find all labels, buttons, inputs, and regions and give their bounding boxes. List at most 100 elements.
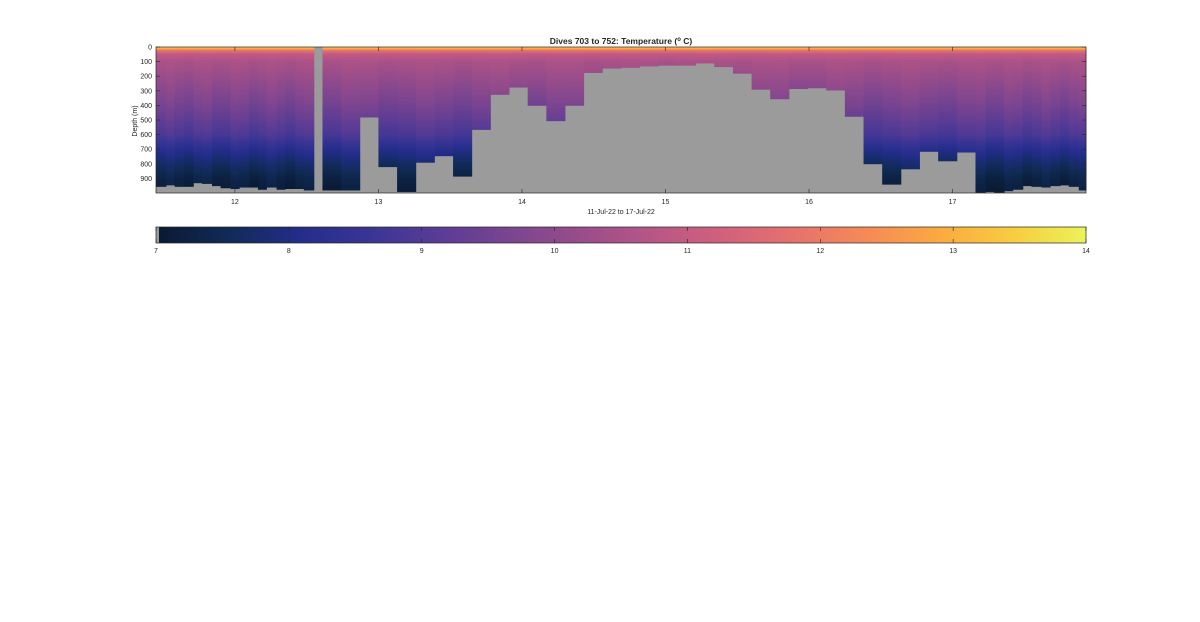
heatmap-cell (770, 55, 790, 58)
heatmap-cell (166, 65, 176, 68)
heatmap-cell (1060, 101, 1070, 103)
heatmap-cell (490, 49, 510, 52)
heatmap-cell (956, 127, 976, 130)
heatmap-cell (230, 87, 240, 90)
heatmap-cell (193, 103, 203, 106)
heatmap-cell (276, 57, 286, 60)
heatmap-cell (397, 152, 417, 154)
heatmap-cell (276, 87, 286, 90)
heatmap-cell (434, 82, 454, 84)
heatmap-cell (994, 190, 1005, 192)
heatmap-cell (527, 51, 547, 54)
heatmap-cell (322, 54, 342, 57)
heatmap-cell (1031, 169, 1042, 172)
heatmap-cell (285, 147, 296, 150)
heatmap-cell (1031, 86, 1042, 89)
heatmap-cell (882, 74, 902, 77)
heatmap-cell (658, 52, 678, 55)
heatmap-cell (1031, 76, 1042, 79)
heatmap-cell (938, 77, 958, 80)
heatmap-cell (985, 149, 995, 152)
heatmap-cell (975, 64, 986, 67)
heatmap-cell (882, 82, 902, 84)
heatmap-cell (994, 83, 1005, 86)
heatmap-cell (220, 128, 232, 131)
heatmap-cell (1041, 157, 1051, 160)
heatmap-cell (938, 61, 958, 64)
heatmap-cell (583, 64, 603, 67)
heatmap-cell (1031, 90, 1042, 93)
heatmap-cell (975, 82, 986, 84)
heatmap-cell (938, 82, 958, 84)
heatmap-cell (471, 109, 491, 112)
heatmap-cell (471, 118, 491, 121)
heatmap-cell (1078, 172, 1087, 175)
heatmap-cell (322, 130, 342, 133)
heatmap-cell (257, 109, 267, 112)
heatmap-cell (295, 175, 305, 178)
heatmap-cell (994, 176, 1005, 179)
heatmap-cell (378, 79, 398, 81)
heatmap-cell (397, 124, 417, 127)
heatmap-cell (211, 76, 221, 79)
heatmap-cell (230, 111, 240, 114)
heatmap-cell (900, 115, 920, 118)
heatmap-cell (1004, 60, 1014, 62)
heatmap-cell (341, 77, 361, 80)
heatmap-cell (1068, 51, 1080, 54)
heatmap-cell (220, 89, 232, 92)
heatmap-cell (184, 181, 194, 184)
heatmap-cell (322, 174, 342, 176)
heatmap-cell (1050, 157, 1061, 160)
heatmap-cell (1078, 144, 1087, 147)
heatmap-cell (397, 49, 417, 52)
heatmap-cell (156, 165, 167, 168)
heatmap-cell (985, 95, 995, 98)
heatmap-cell (257, 122, 267, 125)
heatmap-cell (1068, 54, 1080, 57)
heatmap-cell (1050, 120, 1061, 122)
heatmap-cell (341, 168, 361, 171)
heatmap-cell (900, 163, 920, 166)
heatmap-cell (303, 146, 315, 149)
heatmap-cell (975, 120, 986, 122)
heatmap-cell (193, 155, 203, 157)
heatmap-cell (220, 80, 232, 83)
heatmap-cell (201, 90, 213, 93)
heatmap-cell (975, 60, 986, 62)
heatmap-cell (1050, 130, 1061, 133)
heatmap-cell (1012, 159, 1024, 162)
heatmap-cell (956, 114, 976, 117)
heatmap-cell (174, 136, 186, 138)
heatmap-cell (193, 76, 203, 79)
heatmap-cell (527, 86, 547, 89)
heatmap-cell (1050, 124, 1061, 127)
heatmap-cell (546, 51, 566, 54)
heatmap-cell (201, 134, 213, 137)
heatmap-cell (882, 115, 902, 118)
heatmap-cell (156, 49, 167, 52)
heatmap-cell (1022, 182, 1032, 185)
heatmap-cell (1012, 136, 1024, 138)
heatmap-cell (900, 101, 920, 103)
heatmap-cell (276, 52, 286, 55)
heatmap-cell (565, 92, 585, 95)
heatmap-cell (732, 67, 752, 70)
heatmap-cell (415, 146, 435, 149)
heatmap-cell (788, 68, 808, 71)
heatmap-cell (938, 140, 958, 143)
heatmap-cell (266, 51, 277, 54)
heatmap-cell (985, 83, 995, 86)
heatmap-cell (1004, 121, 1014, 124)
heatmap-cell (201, 105, 213, 108)
heatmap-cell (174, 70, 186, 73)
heatmap-cell (184, 143, 194, 146)
heatmap-cell (882, 124, 902, 127)
heatmap-cell (303, 111, 315, 114)
heatmap-cell (184, 121, 194, 124)
heatmap-cell (201, 166, 213, 169)
heatmap-cell (434, 144, 454, 147)
heatmap-cell (1004, 153, 1014, 156)
heatmap-cell (184, 95, 194, 98)
heatmap-cell (303, 174, 315, 176)
